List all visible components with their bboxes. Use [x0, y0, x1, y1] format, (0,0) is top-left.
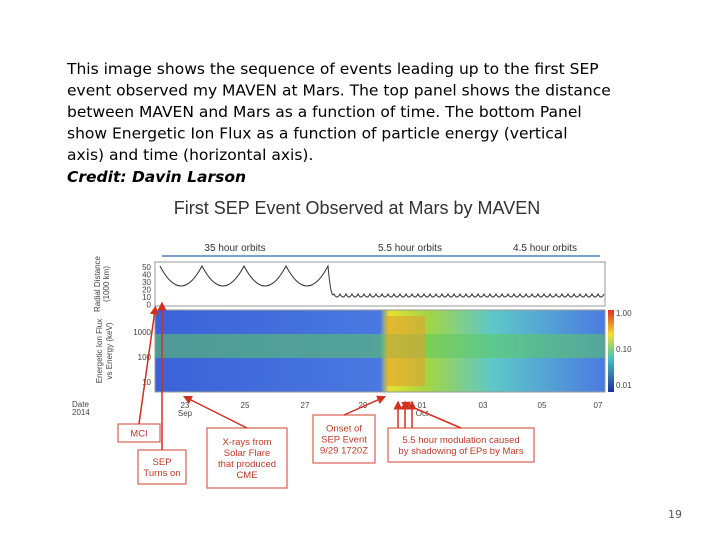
orbit-label: 4.5 hour orbits — [513, 243, 577, 254]
x-tick-label: 27 — [301, 401, 310, 410]
figure-labels: 35 hour orbits 5.5 hour orbits 4.5 hour or… — [72, 243, 632, 489]
annotation-text: 5.5 hour modulation caused — [402, 435, 519, 446]
x-tick-label: 05 — [538, 401, 547, 410]
x-tick-label: 01 — [418, 401, 427, 410]
x-tick-label: 07 — [594, 401, 603, 410]
figure-title: First SEP Event Observed at Mars by MAVE… — [174, 198, 540, 218]
y-axis-label: vs Energy (keV) — [105, 322, 114, 379]
paragraph-line: between MAVEN and Mars as a function of … — [67, 103, 582, 121]
figure: First SEP Event Observed at Mars by MAVE… — [154, 198, 614, 393]
top-panel — [154, 261, 606, 307]
annotation-arrow — [182, 395, 248, 429]
x-tick-label: 25 — [241, 401, 250, 410]
y-axis-label: (1000 km) — [102, 266, 111, 302]
x-tick-label: 03 — [479, 401, 488, 410]
flux-band — [155, 334, 605, 358]
credit: Credit: Davin Larson — [67, 168, 246, 186]
annotation-arrow — [138, 305, 159, 425]
y-tick-label: 10 — [142, 293, 151, 302]
annotation-text: CME — [236, 470, 257, 481]
annotation-text: Onset of — [326, 424, 362, 435]
annotation-text: X-rays from — [222, 437, 271, 448]
x-tick-label: 29 — [359, 401, 368, 410]
colorbar-tick: 0.01 — [616, 381, 632, 390]
y-tick-label: 100 — [138, 353, 152, 362]
y-axis-label: Energetic Ion Flux — [95, 319, 104, 383]
annotation-box — [206, 427, 288, 489]
date-label: Date — [72, 400, 89, 409]
y-tick-label: 20 — [142, 286, 151, 295]
y-tick-label: 40 — [142, 271, 151, 280]
orbit-curve — [159, 264, 605, 298]
colorbar-tick: 1.00 — [616, 309, 632, 318]
annotation-text: MCI — [130, 429, 147, 440]
x-tick-sub: Oct — [416, 409, 429, 418]
text-block: This image shows the sequence of events … — [66, 60, 611, 164]
paragraph-line: This image shows the sequence of events … — [66, 60, 599, 78]
y-tick-label: 30 — [142, 278, 151, 287]
paragraph-line: axis) and time (horizontal axis). — [67, 146, 313, 164]
orbit-label: 5.5 hour orbits — [378, 243, 442, 254]
annotation-text: SEP Event — [321, 435, 367, 446]
date-label: 2014 — [72, 408, 90, 417]
paragraph-line: event observed my MAVEN at Mars. The top… — [67, 82, 611, 100]
annotation-text: Turns on — [143, 468, 180, 479]
flux-burst — [385, 316, 425, 386]
annotation-text: 9/29 1720Z — [320, 446, 368, 457]
annotation-box — [312, 414, 376, 464]
annotation-arrow — [400, 401, 462, 429]
paragraph-line: show Energetic Ion Flux as a function of… — [67, 125, 568, 143]
annotation-text: SEP — [152, 457, 171, 468]
y-tick-label: 0 — [147, 301, 152, 310]
x-tick-sub: Sep — [178, 409, 193, 418]
annotation-text: Solar Flare — [224, 448, 270, 459]
colorbar — [608, 310, 614, 392]
orbit-label: 35 hour orbits — [204, 243, 265, 254]
page-number: 19 — [668, 508, 682, 521]
annotation-text: by shadowing of EPs by Mars — [398, 446, 523, 457]
x-tick-label: 23 — [181, 401, 190, 410]
y-axis-label: Radial Distance — [93, 255, 102, 312]
y-tick-label: 50 — [142, 263, 151, 272]
y-tick-label: 10 — [142, 378, 151, 387]
annotation-text: that produced — [218, 459, 276, 470]
annotation-arrow — [343, 395, 387, 416]
colorbar-tick: 0.10 — [616, 345, 632, 354]
annotation-box — [387, 427, 535, 463]
y-tick-label: 1000 — [133, 328, 151, 337]
